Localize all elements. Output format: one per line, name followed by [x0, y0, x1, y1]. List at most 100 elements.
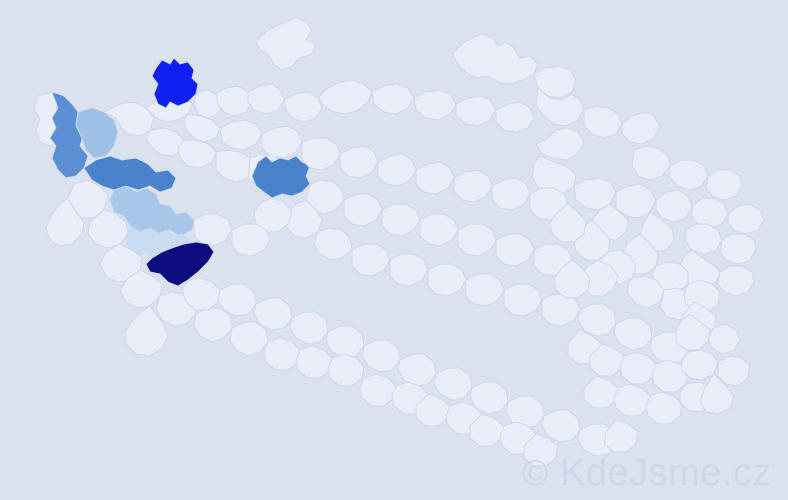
district-base[interactable] [351, 243, 391, 277]
district-base[interactable] [193, 213, 233, 247]
district-base[interactable] [433, 367, 473, 401]
district-base[interactable] [193, 89, 223, 119]
district-base[interactable] [99, 243, 143, 283]
district-base[interactable] [325, 325, 365, 359]
district-base[interactable] [145, 127, 185, 157]
district-base[interactable] [495, 101, 535, 133]
district-base[interactable] [343, 193, 383, 227]
district-base[interactable] [717, 355, 751, 387]
district-base[interactable] [413, 89, 457, 121]
district-base[interactable] [535, 87, 585, 127]
district-plzen-sever-north[interactable] [83, 155, 177, 193]
district-base[interactable] [719, 233, 757, 265]
district-base[interactable] [229, 321, 269, 357]
district-base[interactable] [553, 259, 591, 299]
district-base[interactable] [685, 223, 723, 255]
district-base[interactable] [727, 203, 765, 235]
district-base[interactable] [469, 381, 509, 415]
district-base[interactable] [583, 375, 619, 409]
district-plzen-mesto[interactable] [109, 185, 195, 237]
district-base[interactable] [193, 307, 233, 343]
district-base[interactable] [295, 345, 333, 379]
district-base[interactable] [589, 343, 625, 377]
district-base[interactable] [283, 91, 323, 123]
district-base[interactable] [289, 311, 329, 345]
district-base[interactable] [613, 383, 651, 417]
district-base[interactable] [217, 283, 257, 317]
district-base[interactable] [253, 297, 293, 331]
district-base[interactable] [631, 145, 671, 181]
district-base[interactable] [255, 17, 317, 71]
district-base[interactable] [583, 105, 623, 139]
district-base[interactable] [455, 95, 497, 127]
district-base[interactable] [253, 197, 293, 233]
district-base[interactable] [219, 119, 263, 151]
district-base[interactable] [495, 233, 535, 267]
district-base[interactable] [381, 203, 421, 237]
district-base[interactable] [549, 203, 587, 243]
district-base[interactable] [183, 113, 221, 143]
district-base[interactable] [535, 127, 585, 161]
district-base[interactable] [361, 339, 401, 373]
district-base[interactable] [541, 293, 581, 327]
district-base[interactable] [371, 83, 415, 115]
district-base[interactable] [125, 305, 169, 357]
district-base[interactable] [247, 83, 285, 115]
district-base[interactable] [655, 189, 693, 223]
district-base[interactable] [491, 177, 531, 211]
district-base[interactable] [645, 391, 683, 425]
district-base[interactable] [313, 227, 353, 261]
district-base[interactable] [603, 419, 639, 453]
district-base[interactable] [465, 273, 505, 307]
district-base[interactable] [681, 349, 719, 381]
district-base[interactable] [359, 373, 397, 407]
district-base[interactable] [615, 183, 657, 219]
district-base[interactable] [619, 351, 657, 385]
district-base[interactable] [87, 209, 129, 249]
district-chomutov[interactable] [151, 57, 199, 109]
district-base[interactable] [317, 79, 373, 115]
district-base[interactable] [339, 145, 379, 179]
district-base[interactable] [45, 197, 85, 247]
district-base[interactable] [613, 317, 653, 351]
district-rakovnik[interactable] [251, 155, 311, 199]
district-base[interactable] [541, 409, 581, 443]
district-base[interactable] [573, 177, 617, 211]
district-klatovy[interactable] [145, 241, 215, 287]
district-base[interactable] [261, 125, 303, 159]
district-base[interactable] [231, 223, 271, 257]
district-base[interactable] [427, 263, 467, 297]
district-base[interactable] [377, 153, 417, 187]
district-base[interactable] [215, 85, 253, 117]
district-base[interactable] [285, 199, 323, 239]
district-base[interactable] [327, 353, 365, 387]
district-base[interactable] [669, 159, 709, 191]
district-base[interactable] [301, 137, 341, 171]
district-base[interactable] [691, 197, 729, 229]
district-base[interactable] [621, 111, 661, 145]
district-base[interactable] [717, 265, 755, 297]
district-base[interactable] [699, 373, 735, 415]
district-base[interactable] [505, 395, 545, 429]
district-base[interactable] [707, 323, 741, 355]
district-base[interactable] [119, 269, 163, 309]
district-base[interactable] [419, 213, 459, 247]
district-base[interactable] [523, 433, 559, 467]
district-base[interactable] [705, 169, 743, 201]
district-base[interactable] [577, 303, 617, 337]
district-base[interactable] [415, 393, 451, 427]
district-base[interactable] [651, 359, 689, 393]
district-base[interactable] [397, 353, 437, 387]
district-base[interactable] [389, 253, 429, 287]
district-base[interactable] [415, 161, 455, 195]
district-base[interactable] [503, 283, 543, 317]
district-base[interactable] [263, 337, 301, 371]
district-base[interactable] [177, 139, 217, 169]
district-base[interactable] [451, 33, 539, 85]
district-sokolov[interactable] [75, 107, 119, 159]
district-base[interactable] [627, 275, 665, 309]
district-base[interactable] [181, 277, 221, 311]
district-base[interactable] [469, 413, 505, 447]
district-base[interactable] [675, 313, 711, 351]
